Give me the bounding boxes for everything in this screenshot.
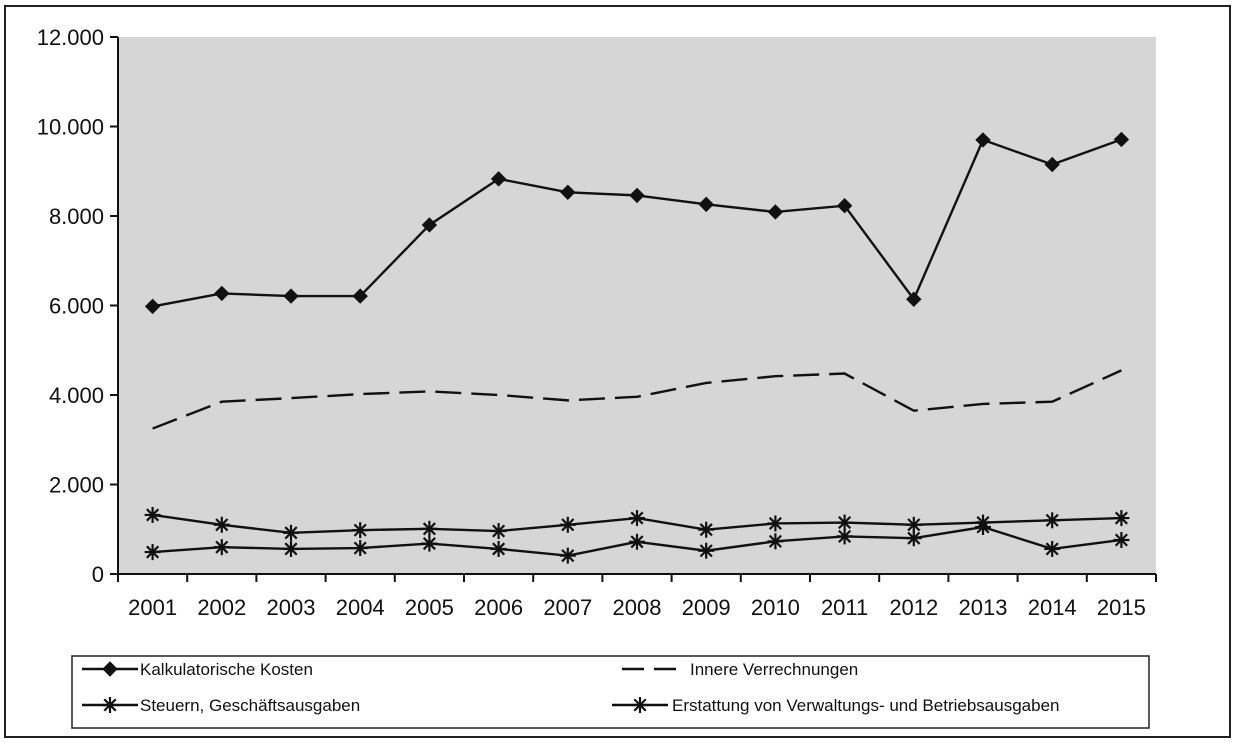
data-point-erstattung [421, 535, 438, 552]
data-point-erstattung [283, 540, 299, 557]
x-tick-label: 2003 [267, 595, 316, 620]
data-point-steuern-geschaeftsausgaben [905, 516, 922, 533]
data-point-kalkulatorische-kosten [214, 285, 230, 302]
data-point-kalkulatorische-kosten [1044, 156, 1060, 173]
data-point-kalkulatorische-kosten [767, 204, 784, 220]
data-point-erstattung [1044, 540, 1061, 557]
x-tick-label: 2001 [128, 595, 177, 620]
data-point-kalkulatorische-kosten [490, 171, 507, 187]
data-point-kalkulatorische-kosten [975, 132, 991, 148]
data-point-erstattung [767, 533, 784, 550]
legend-label-kalkulatorische-kosten: Kalkulatorische Kosten [140, 660, 313, 679]
data-point-kalkulatorische-kosten [906, 291, 922, 307]
data-point-erstattung [352, 540, 369, 557]
y-tick-label: 6.000 [49, 294, 104, 319]
data-point-erstattung [836, 528, 853, 545]
data-point-erstattung [905, 530, 922, 547]
x-tick-label: 2015 [1097, 595, 1146, 620]
data-point-kalkulatorische-kosten [352, 288, 368, 304]
data-point-erstattung [144, 544, 161, 561]
data-point-erstattung [213, 539, 230, 556]
y-tick-label: 8.000 [49, 204, 104, 229]
y-tick-label: 0 [92, 562, 104, 587]
data-point-erstattung [629, 533, 645, 550]
data-point-steuern-geschaeftsausgaben [559, 516, 576, 533]
x-tick-label: 2009 [682, 595, 731, 620]
data-point-steuern-geschaeftsausgaben [144, 506, 161, 523]
series-line-innere-verrechnungen [152, 369, 1122, 430]
legend-marker-kalkulatorische-kosten [102, 661, 118, 677]
y-axis: 0 2.000 4.000 6.000 8.000 10.000 12.000 [37, 25, 119, 587]
data-point-kalkulatorische-kosten [1113, 131, 1130, 148]
legend-label-steuern-geschaeftsausgaben: Steuern, Geschäftsausgaben [140, 696, 360, 715]
x-tick-label: 2002 [197, 595, 246, 620]
x-tick-label: 2004 [336, 595, 385, 620]
data-point-kalkulatorische-kosten [283, 288, 299, 304]
legend-swatches [82, 661, 686, 713]
data-point-steuern-geschaeftsausgaben [352, 522, 369, 539]
data-point-steuern-geschaeftsausgaben [283, 524, 299, 541]
data-point-kalkulatorische-kosten [629, 187, 645, 204]
x-tick-label: 2012 [889, 595, 938, 620]
x-tick-label: 2006 [474, 595, 523, 620]
data-point-steuern-geschaeftsausgaben [213, 516, 230, 533]
data-point-erstattung [490, 540, 507, 557]
x-tick-label: 2011 [821, 595, 868, 620]
x-tick-label: 2014 [1028, 595, 1077, 620]
legend: Kalkulatorische Kosten Innere Verrechnun… [71, 655, 1150, 729]
legend-marker-steuern-geschaeftsausgaben [102, 697, 118, 713]
data-point-erstattung [698, 542, 715, 559]
data-point-erstattung [559, 547, 576, 564]
data-point-kalkulatorische-kosten [836, 198, 853, 214]
x-tick-label: 2013 [959, 595, 1008, 620]
data-point-steuern-geschaeftsausgaben [1113, 510, 1130, 527]
data-point-steuern-geschaeftsausgaben [1044, 512, 1061, 529]
data-point-kalkulatorische-kosten [698, 196, 714, 213]
series-layer [144, 131, 1130, 564]
data-point-kalkulatorische-kosten [144, 298, 161, 315]
legend-label-erstattung: Erstattung von Verwaltungs- und Betriebs… [672, 696, 1059, 715]
legend-label-innere-verrechnungen: Innere Verrechnungen [690, 660, 858, 679]
data-point-kalkulatorische-kosten [421, 217, 438, 233]
data-point-steuern-geschaeftsausgaben [421, 520, 438, 537]
x-tick-label: 2005 [405, 595, 454, 620]
x-tick-label: 2010 [751, 595, 800, 620]
data-point-steuern-geschaeftsausgaben [629, 510, 645, 527]
data-point-steuern-geschaeftsausgaben [836, 514, 853, 531]
y-tick-label: 4.000 [49, 383, 104, 408]
x-axis: 2001 2002 2003 2004 2005 2006 2007 2008 2009 2010… [117, 573, 1157, 620]
data-point-steuern-geschaeftsausgaben [698, 521, 715, 538]
data-point-steuern-geschaeftsausgaben [490, 523, 507, 540]
data-point-erstattung [975, 519, 991, 536]
y-tick-label: 12.000 [37, 25, 104, 50]
data-point-erstattung [1113, 531, 1130, 548]
x-tick-label: 2007 [543, 595, 592, 620]
legend-marker-erstattung [632, 697, 648, 713]
data-point-steuern-geschaeftsausgaben [767, 515, 784, 532]
y-tick-label: 2.000 [49, 473, 104, 498]
plot-area [118, 37, 1156, 574]
legend-box [71, 655, 1150, 729]
data-point-kalkulatorische-kosten [560, 184, 576, 200]
y-tick-label: 10.000 [37, 115, 104, 140]
x-tick-label: 2008 [613, 595, 662, 620]
